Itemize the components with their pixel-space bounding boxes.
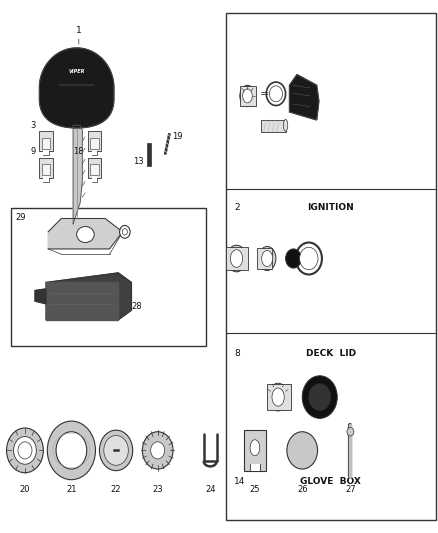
Circle shape — [309, 384, 331, 410]
Text: 28: 28 — [131, 302, 142, 311]
Bar — [11, 208, 206, 346]
Bar — [240, 86, 256, 106]
Text: 13: 13 — [133, 157, 144, 166]
Text: 27: 27 — [345, 485, 356, 494]
Circle shape — [99, 430, 133, 471]
Text: GLOVE  BOX: GLOVE BOX — [300, 477, 361, 486]
Text: 21: 21 — [66, 485, 77, 494]
Circle shape — [18, 442, 32, 459]
Circle shape — [120, 225, 130, 238]
Ellipse shape — [230, 249, 243, 268]
Ellipse shape — [258, 246, 276, 271]
Polygon shape — [46, 282, 118, 320]
Text: 1: 1 — [76, 26, 82, 35]
Circle shape — [296, 243, 322, 274]
Bar — [147, 143, 151, 166]
Text: DECK  LID: DECK LID — [306, 349, 356, 358]
Bar — [90, 164, 99, 175]
Text: 29: 29 — [15, 213, 26, 222]
Circle shape — [14, 437, 36, 464]
Circle shape — [104, 435, 128, 465]
Text: II: II — [237, 254, 242, 263]
Bar — [43, 150, 49, 155]
Text: IGNITION: IGNITION — [307, 203, 354, 212]
Circle shape — [347, 427, 354, 436]
Bar — [88, 131, 101, 151]
Text: 26: 26 — [297, 485, 307, 494]
Bar — [39, 158, 53, 178]
Bar — [92, 176, 97, 182]
Polygon shape — [46, 273, 131, 320]
Circle shape — [151, 442, 165, 459]
Text: 8: 8 — [234, 349, 240, 358]
Bar — [261, 120, 286, 132]
Circle shape — [302, 376, 337, 418]
Text: 22: 22 — [111, 485, 121, 494]
Text: 2: 2 — [234, 203, 240, 212]
Ellipse shape — [272, 388, 284, 406]
Bar — [88, 158, 101, 178]
Circle shape — [300, 247, 318, 270]
Text: 24: 24 — [205, 485, 215, 494]
Text: =: = — [260, 89, 270, 99]
Circle shape — [47, 421, 95, 480]
Ellipse shape — [77, 227, 94, 243]
Circle shape — [286, 249, 301, 268]
Polygon shape — [48, 219, 123, 249]
Ellipse shape — [283, 119, 288, 131]
Ellipse shape — [268, 383, 288, 411]
Polygon shape — [39, 48, 114, 128]
Ellipse shape — [226, 245, 246, 272]
Text: 18: 18 — [74, 147, 84, 156]
Bar — [90, 138, 99, 149]
Circle shape — [56, 432, 87, 469]
Text: 25: 25 — [250, 485, 260, 494]
Ellipse shape — [261, 251, 272, 266]
Bar — [250, 464, 260, 471]
Text: 20: 20 — [20, 485, 30, 494]
Bar — [92, 150, 97, 155]
Bar — [42, 164, 50, 175]
Circle shape — [142, 432, 173, 469]
Bar — [39, 131, 53, 151]
Text: 15: 15 — [74, 120, 84, 130]
Polygon shape — [290, 75, 319, 120]
Text: 14: 14 — [234, 477, 246, 486]
Ellipse shape — [250, 440, 260, 456]
Text: 19: 19 — [173, 132, 183, 141]
Text: VIPER: VIPER — [68, 69, 85, 75]
Polygon shape — [73, 125, 82, 224]
Text: 3: 3 — [31, 120, 36, 130]
Circle shape — [269, 86, 283, 102]
Bar — [43, 176, 49, 182]
Bar — [244, 430, 266, 471]
Bar — [42, 138, 50, 149]
Bar — [226, 13, 436, 520]
Ellipse shape — [243, 89, 252, 103]
Bar — [267, 384, 291, 410]
Circle shape — [7, 428, 43, 473]
Circle shape — [266, 82, 286, 106]
Circle shape — [287, 432, 318, 469]
Bar — [257, 248, 272, 269]
Bar — [226, 247, 248, 270]
Polygon shape — [35, 289, 46, 304]
Circle shape — [122, 229, 127, 235]
Text: 23: 23 — [152, 485, 163, 494]
Text: 9: 9 — [31, 147, 36, 156]
Ellipse shape — [240, 85, 255, 107]
